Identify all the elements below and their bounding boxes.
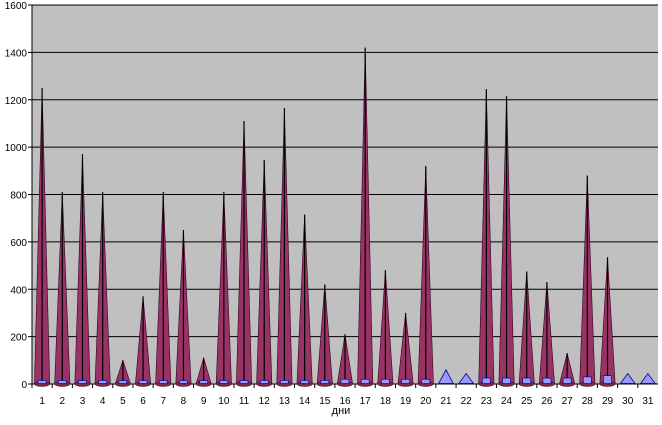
cone-small [421, 378, 431, 384]
cone-small [401, 378, 410, 384]
y-tick-label: 800 [10, 191, 27, 202]
cone-small [179, 380, 188, 384]
y-tick-label: 1000 [5, 143, 28, 154]
cone-small [562, 377, 572, 384]
cone-small [320, 380, 330, 384]
y-tick-label: 200 [10, 333, 27, 344]
x-tick-label: 19 [400, 396, 412, 407]
gridlines [32, 4, 658, 384]
x-tick-label: 11 [239, 396, 250, 407]
cone-small [259, 380, 269, 384]
y-tick-label: 1200 [5, 96, 28, 107]
y-tick-label: 1600 [5, 1, 28, 12]
cone-small [98, 380, 107, 384]
cone-small [619, 372, 636, 384]
x-tick-label: 27 [562, 396, 574, 407]
x-tick-label: 13 [279, 396, 291, 407]
cone-small [37, 380, 47, 384]
cone-small [360, 378, 370, 384]
cone-small [458, 372, 475, 384]
cone-small [438, 368, 454, 384]
x-tick-label: 9 [201, 396, 207, 407]
cone-small [542, 377, 552, 384]
cone-small [583, 376, 592, 384]
x-tick-label: 5 [120, 396, 126, 407]
x-tick-label: 4 [100, 396, 106, 407]
plot-area [34, 47, 656, 387]
cone-small [381, 378, 390, 384]
x-tick-label: 23 [481, 396, 493, 407]
y-tick-label: 400 [10, 285, 27, 296]
cone-small [138, 380, 148, 384]
x-tick-label: 22 [461, 396, 473, 407]
x-tick-label: 2 [60, 396, 66, 407]
cone-small [280, 380, 289, 384]
cone-small [603, 375, 612, 384]
x-tick-label: 10 [218, 396, 230, 407]
x-tick-label: 31 [642, 396, 654, 407]
x-tick-label: 21 [440, 396, 452, 407]
x-tick-label: 30 [622, 396, 634, 407]
x-tick-label: 6 [140, 396, 146, 407]
x-tick-label: 15 [319, 396, 331, 407]
cone-small [639, 372, 656, 384]
x-tick-label: 1 [39, 396, 45, 407]
y-tick-label: 600 [10, 238, 27, 249]
x-tick-label: 24 [501, 396, 513, 407]
x-tick-label: 28 [582, 396, 594, 407]
cone-small [57, 380, 67, 384]
cone-small [482, 377, 491, 384]
x-tick-label: 14 [299, 396, 311, 407]
x-tick-label: 20 [420, 396, 432, 407]
cone-small [300, 380, 309, 384]
x-axis-title: дни [332, 405, 351, 417]
cone-small [78, 380, 87, 384]
cone-small [219, 380, 229, 384]
x-tick-label: 25 [521, 396, 533, 407]
cone-small [522, 377, 532, 384]
x-tick-label: 18 [380, 396, 392, 407]
cone-small [199, 380, 208, 384]
x-tick-label: 12 [259, 396, 271, 407]
x-tick-label: 29 [602, 396, 614, 407]
cone-small [239, 380, 249, 384]
cone-small [340, 378, 350, 384]
y-tick-label: 1400 [5, 48, 28, 59]
x-tick-label: 7 [160, 396, 166, 407]
x-tick-label: 26 [541, 396, 553, 407]
y-tick-label: 0 [21, 380, 27, 391]
x-tick-label: 17 [360, 396, 372, 407]
x-tick-label: 8 [181, 396, 187, 407]
x-tick-label: 16 [339, 396, 351, 407]
cone-small [158, 380, 168, 384]
cone-small [502, 377, 511, 384]
x-tick-label: 3 [80, 396, 86, 407]
cone-small [118, 380, 128, 384]
